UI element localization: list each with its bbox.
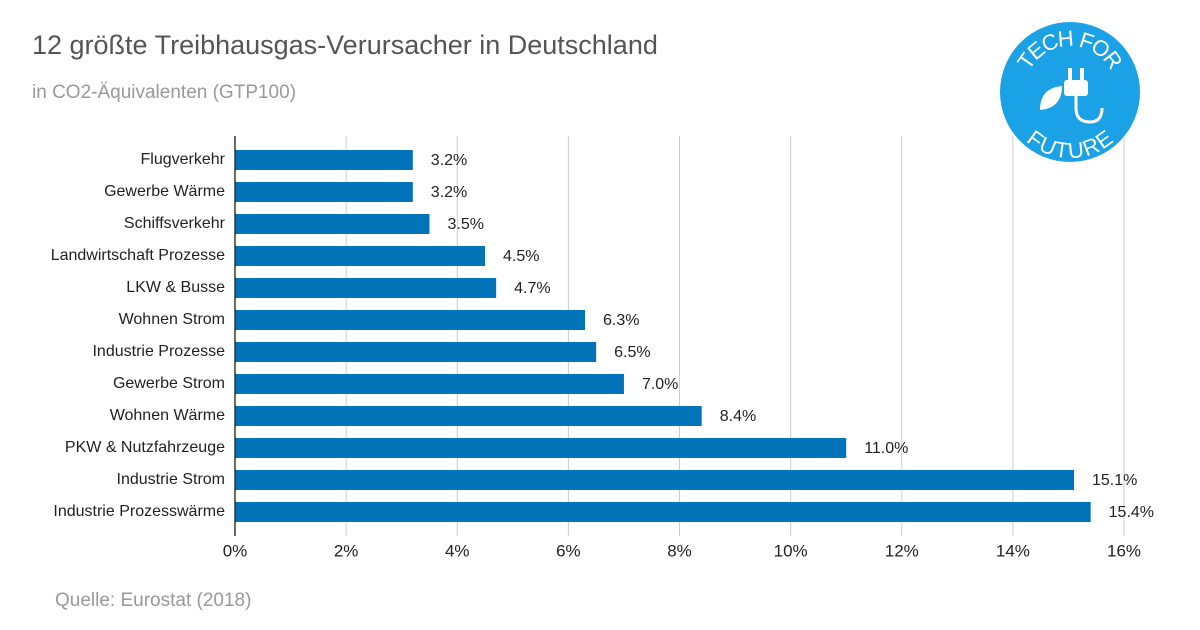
y-tick-label: Industrie Prozesswärme	[53, 503, 225, 520]
data-label: 15.4%	[1109, 504, 1154, 521]
bar	[235, 150, 413, 170]
bar	[235, 374, 624, 394]
x-tick-label: 10%	[774, 541, 808, 560]
data-label: 4.7%	[514, 280, 550, 297]
x-tick-label: 2%	[334, 541, 359, 560]
bar	[235, 182, 413, 202]
bar	[235, 214, 430, 234]
logo: TECH FOR FUTURE	[1000, 22, 1140, 163]
y-tick-label: PKW & Nutzfahrzeuge	[65, 439, 225, 456]
chart-title: 12 größte Treibhausgas-Verursacher in De…	[32, 30, 658, 60]
bar	[235, 406, 702, 426]
y-tick-label: Industrie Strom	[117, 471, 225, 488]
y-tick-label: Gewerbe Wärme	[104, 183, 225, 200]
bar	[235, 310, 586, 330]
data-label: 11.0%	[864, 440, 908, 457]
x-tick-label: 0%	[223, 541, 248, 560]
data-label: 6.5%	[614, 344, 650, 361]
y-tick-label: Schiffsverkehr	[124, 215, 226, 232]
x-tick-label: 14%	[996, 541, 1030, 560]
logo-plug	[1064, 80, 1088, 96]
y-tick-label: Gewerbe Strom	[113, 375, 225, 392]
chart-subtitle: in CO2-Äquivalenten (GTP100)	[32, 82, 296, 103]
bar	[235, 502, 1091, 522]
bar	[235, 470, 1074, 490]
data-label: 3.5%	[447, 216, 483, 233]
logo-pin	[1068, 68, 1072, 80]
bar	[235, 246, 486, 266]
x-tick-label: 8%	[667, 541, 692, 560]
data-label: 8.4%	[720, 408, 756, 425]
x-tick-label: 16%	[1107, 541, 1141, 560]
logo-pin	[1080, 68, 1084, 80]
x-tick-label: 6%	[556, 541, 581, 560]
logo-leaf	[1040, 86, 1062, 110]
data-label: 3.2%	[431, 184, 467, 201]
x-tick-label: 12%	[885, 541, 919, 560]
y-tick-label: Landwirtschaft Prozesse	[51, 247, 225, 264]
bar	[235, 342, 597, 362]
source: Quelle: Eurostat (2018)	[55, 590, 251, 611]
y-tick-label: Wohnen Wärme	[110, 407, 225, 424]
x-tick-label: 4%	[445, 541, 470, 560]
bar	[235, 278, 497, 298]
y-tick-label: Industrie Prozesse	[92, 343, 225, 360]
data-label: 4.5%	[503, 248, 539, 265]
bar	[235, 438, 847, 458]
y-tick-label: LKW & Busse	[126, 279, 225, 296]
y-tick-label: Flugverkehr	[141, 151, 226, 168]
logo-cable	[1074, 96, 1104, 124]
data-label: 7.0%	[642, 376, 678, 393]
data-label: 15.1%	[1092, 472, 1137, 489]
y-tick-label: Wohnen Strom	[119, 311, 225, 328]
data-label: 6.3%	[603, 312, 639, 329]
data-label: 3.2%	[431, 152, 467, 169]
